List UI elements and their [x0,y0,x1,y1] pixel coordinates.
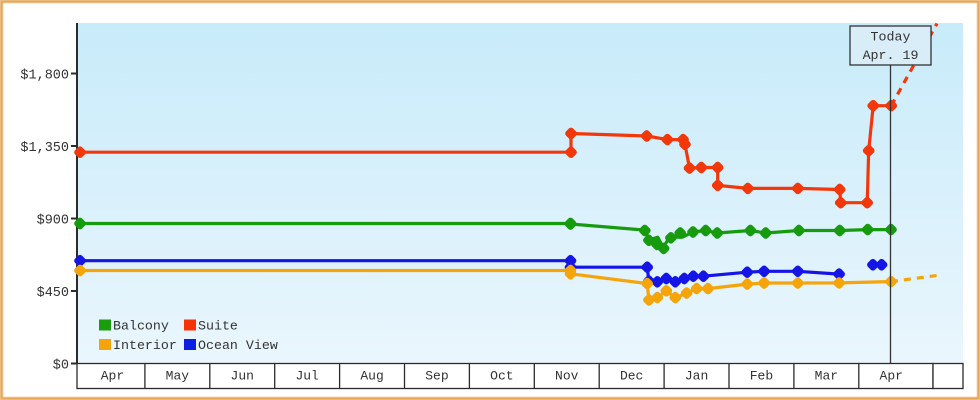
svg-text:Interior: Interior [113,338,177,353]
svg-text:Jul: Jul [295,369,319,384]
svg-text:$1,350: $1,350 [20,141,69,156]
svg-text:Suite: Suite [198,319,238,334]
svg-text:Sep: Sep [425,369,448,384]
svg-text:Ocean View: Ocean View [198,338,278,353]
svg-text:Apr. 19: Apr. 19 [863,48,919,63]
svg-text:$0: $0 [53,359,69,374]
svg-text:Today: Today [871,30,911,45]
svg-text:Dec: Dec [620,369,643,384]
svg-text:Mar: Mar [815,369,838,384]
svg-text:May: May [166,369,190,384]
svg-text:Jan: Jan [685,369,708,384]
svg-text:Jun: Jun [231,369,254,384]
svg-text:$450: $450 [37,286,69,301]
svg-text:Apr: Apr [880,369,903,384]
svg-text:Oct: Oct [490,369,513,384]
svg-text:$900: $900 [37,214,69,229]
svg-text:Feb: Feb [750,369,773,384]
svg-text:Apr: Apr [101,369,124,384]
svg-text:Aug: Aug [360,369,383,384]
svg-text:Nov: Nov [555,369,579,384]
svg-text:$1,800: $1,800 [20,69,69,84]
svg-text:Balcony: Balcony [113,319,169,334]
